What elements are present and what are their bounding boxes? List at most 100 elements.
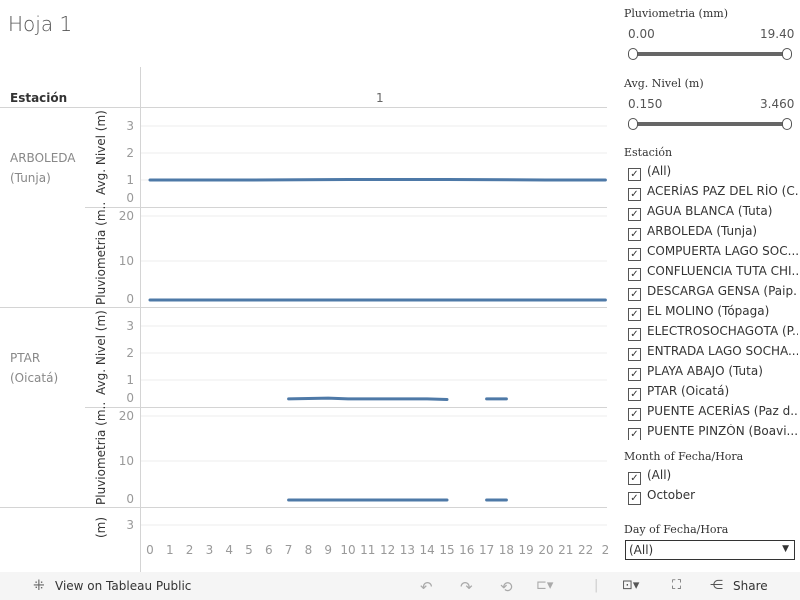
refresh-icon[interactable]: ⊏▾ [536,578,554,593]
divider [140,67,141,572]
filter-option[interactable]: ✓ (All) [628,468,798,485]
x-tick: 14 [419,543,435,557]
y-tick: 20 [118,409,134,423]
checkbox-checked-icon[interactable]: ✓ [628,408,641,421]
download-icon[interactable]: ⊡▾ [622,578,640,593]
slider-handle[interactable] [628,48,638,60]
option-label: (All) [647,164,672,178]
option-label: PLAYA ABAJO (Tuta) [647,364,763,378]
checkbox-checked-icon[interactable]: ✓ [628,472,641,485]
y-tick: 1 [126,173,134,187]
filter-option[interactable]: ✓ ELECTROSOCHAGOTA (P... [628,324,798,341]
option-label: ENTRADA LAGO SOCHA... [647,344,798,358]
filter-option[interactable]: ✓ ACERÍAS PAZ DEL RÍO (C... [628,184,798,201]
filter-option[interactable]: ✓ COMPUERTA LAGO SOC... [628,244,798,261]
checkbox-checked-icon[interactable]: ✓ [628,492,641,505]
x-tick: 16 [459,543,475,557]
y-tick: 0 [126,391,134,405]
filter-option[interactable]: ✓ CONFLUENCIA TUTA CHI... [628,264,798,281]
option-label: AGUA BLANCA (Tuta) [647,204,773,218]
share-button[interactable]: Share [733,579,768,593]
x-tick: 13 [399,543,416,557]
filter-option[interactable]: ✓ (All) [628,164,798,181]
filter-option[interactable]: ✓ October [628,488,798,505]
option-label: CONFLUENCIA TUTA CHI... [647,264,798,278]
checkbox-checked-icon[interactable]: ✓ [628,308,641,321]
x-tick: 11 [360,543,376,557]
checkbox-checked-icon[interactable]: ✓ [628,348,641,361]
nivel-range-slider[interactable] [628,118,792,130]
station-label: ARBOLEDA (Tunja) [10,151,76,185]
x-tick: 2 [601,543,610,557]
station-label: PTAR (Oicatá) [10,351,59,385]
fullscreen-icon[interactable]: ⛶ [672,578,682,593]
x-tick: 22 [577,543,594,557]
slider-handle[interactable] [782,48,792,60]
checkbox-checked-icon[interactable]: ✓ [628,428,641,440]
series-line [287,396,449,401]
option-label: EL MOLINO (Tópaga) [647,304,770,318]
y-tick: 0 [126,191,134,205]
x-tick: 12 [379,543,396,557]
checkbox-checked-icon[interactable]: ✓ [628,288,641,301]
option-label: DESCARGA GENSA (Paip... [647,284,798,298]
undo-icon[interactable]: ↶ [420,578,433,596]
y-tick: 0 [126,492,134,506]
checkbox-checked-icon[interactable]: ✓ [628,248,641,261]
day-filter-dropdown[interactable]: (All) ▼ [625,540,795,560]
filter-option[interactable]: ✓ AGUA BLANCA (Tuta) [628,204,798,221]
view-on-tableau-public-link[interactable]: View on Tableau Public [55,579,192,593]
filter-option[interactable]: ✓ PUENTE ACERÍAS (Paz d... [628,404,798,421]
share-icon[interactable]: ⋲ [710,578,723,593]
x-tick: 9 [324,543,332,557]
option-label: PUENTE ACERÍAS (Paz d... [647,404,798,418]
series-line [148,177,607,182]
slider-max: 19.40 [760,27,795,41]
x-tick: 19 [518,543,534,557]
filter-option[interactable]: ✓ PTAR (Oicatá) [628,384,798,401]
filter-option[interactable]: ✓ EL MOLINO (Tópaga) [628,304,798,321]
option-label: (All) [647,468,672,482]
redo-icon[interactable]: ↷ [460,578,473,596]
y-tick: 2 [126,146,134,160]
pluvio-range-slider[interactable] [628,48,792,60]
revert-icon[interactable]: ⟲ [500,578,513,596]
checkbox-checked-icon[interactable]: ✓ [628,368,641,381]
estacion-filter-list[interactable]: ✓ (All) ✓ ACERÍAS PAZ DEL RÍO (C... ✓ AGUA BL… [624,164,800,440]
checkbox-checked-icon[interactable]: ✓ [628,268,641,281]
slider-handle[interactable] [782,118,792,130]
y-tick: 1 [126,373,134,387]
checkbox-checked-icon[interactable]: ✓ [628,208,641,221]
toolbar: ⁜ View on Tableau Public ↶ ↷ ⟲ ⊏▾ | ⊡▾ ⛶… [0,572,800,600]
checkbox-checked-icon[interactable]: ✓ [628,328,641,341]
x-tick: 6 [264,543,273,557]
checkbox-checked-icon[interactable]: ✓ [628,388,641,401]
x-tick: 18 [498,543,515,557]
x-tick: 3 [205,543,214,557]
filter-option[interactable]: ✓ DESCARGA GENSA (Paip... [628,284,798,301]
slider-min: 0.150 [628,97,663,111]
slider-handle[interactable] [628,118,638,130]
y-tick: 10 [118,254,134,268]
row-header: Estación [10,91,68,105]
option-label: ACERÍAS PAZ DEL RÍO (C... [647,184,798,198]
x-tick: 21 [558,543,574,557]
y-tick: 10 [118,454,134,468]
filter-option[interactable]: ✓ ENTRADA LAGO SOCHA... [628,344,798,361]
filter-option[interactable]: ✓ PLAYA ABAJO (Tuta) [628,364,798,381]
checkbox-checked-icon[interactable]: ✓ [628,228,641,241]
x-tick: 0 [146,543,154,557]
option-label: PTAR (Oicatá) [647,384,730,398]
filter-option[interactable]: ✓ PUENTE PINZÓN (Boavi... [628,424,798,440]
x-tick: 4 [225,543,233,557]
filter-option[interactable]: ✓ ARBOLEDA (Tunja) [628,224,798,241]
filter-title: Pluviometria (mm) [624,7,728,20]
checkbox-checked-icon[interactable]: ✓ [628,188,641,201]
checkbox-checked-icon[interactable]: ✓ [628,168,641,181]
column-header: 1 [376,91,384,105]
month-filter-list[interactable]: ✓ (All) ✓ October [624,468,800,508]
filter-title: Month of Fecha/Hora [624,450,744,463]
slider-max: 3.460 [760,97,795,111]
x-tick: 15 [439,543,455,557]
x-tick: 1 [165,543,174,557]
